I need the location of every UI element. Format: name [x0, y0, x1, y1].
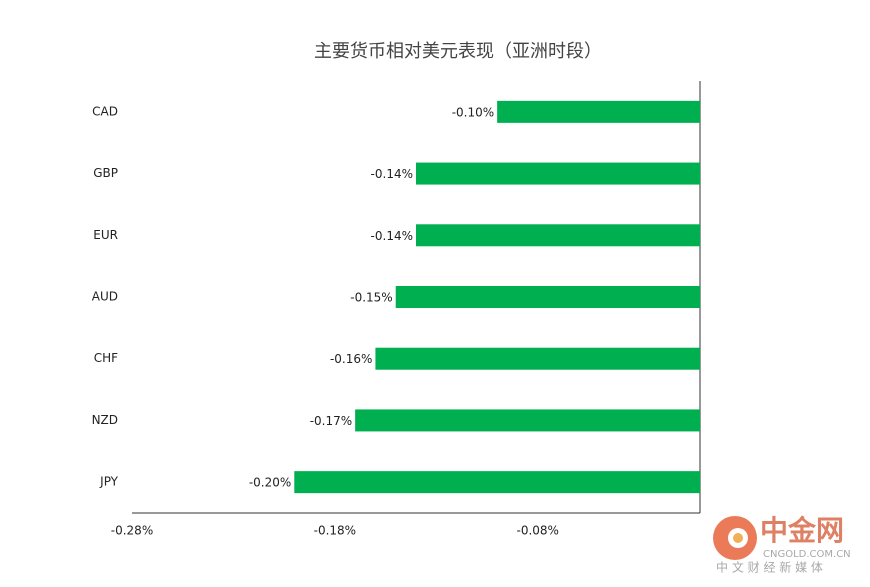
bar [497, 100, 700, 123]
chart-title: 主要货币相对美元表现（亚洲时段） [314, 41, 602, 62]
bar [416, 162, 700, 185]
value-label: -0.14% [371, 167, 413, 181]
y-tick-label: GBP [93, 166, 118, 180]
y-tick-label: JPY [99, 475, 119, 489]
y-tick-label: AUD [92, 290, 118, 304]
y-tick-label: CHF [94, 351, 118, 365]
bar [395, 286, 700, 308]
y-tick-label: NZD [92, 413, 118, 427]
bar [294, 471, 700, 494]
logo-icon-dot [733, 533, 743, 543]
bar [416, 224, 700, 247]
y-tick-label: CAD [92, 104, 118, 118]
logo-site: CNGOLD.COM.CN [763, 549, 851, 560]
y-tick-label: EUR [93, 228, 118, 242]
bar [375, 347, 700, 370]
x-tick-label: -0.28% [111, 524, 153, 538]
logo-tagline: 中 文 财 经 新 媒 体 [716, 560, 823, 575]
value-label: -0.10% [452, 105, 494, 119]
value-label: -0.14% [371, 229, 413, 243]
x-tick-label: -0.08% [516, 524, 558, 538]
value-label: -0.15% [350, 291, 392, 305]
value-label: -0.17% [310, 414, 352, 428]
logo-name: 中金网 [760, 514, 844, 547]
watermark: 中金网 CNGOLD.COM.CN 中 文 财 经 新 媒 体 [713, 514, 851, 575]
value-label: -0.20% [249, 476, 291, 490]
x-tick-label: -0.18% [314, 524, 356, 538]
value-label: -0.16% [330, 352, 372, 366]
bar [355, 409, 700, 432]
